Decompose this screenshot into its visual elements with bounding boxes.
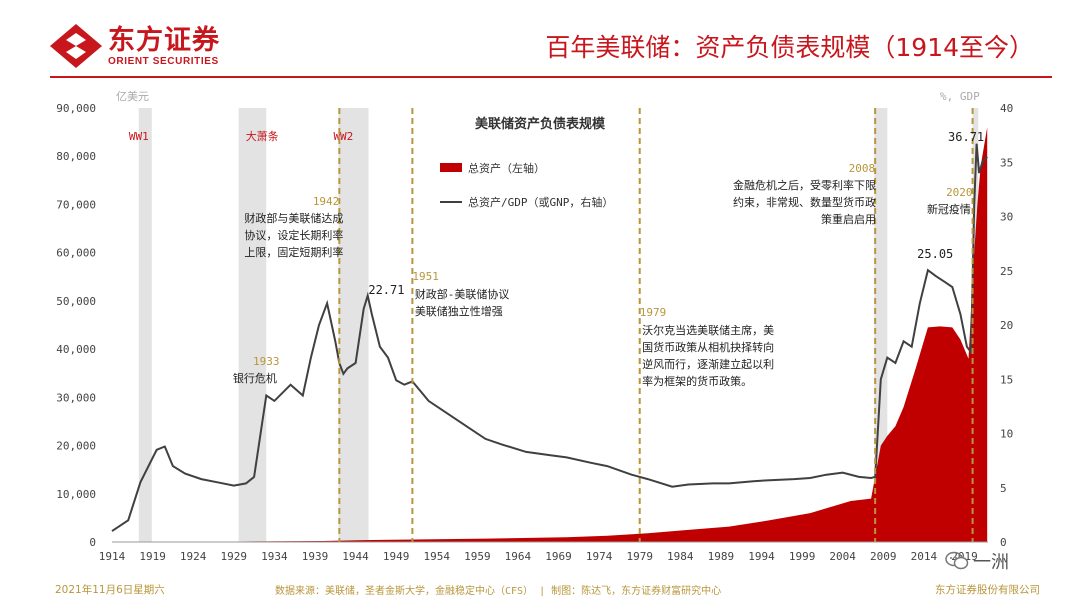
annotation-text-1979-3: 率为框架的货币政策。: [642, 374, 752, 388]
annotation-text-1933-0: 银行危机: [233, 371, 277, 385]
x-tick-label-1: 1919: [139, 550, 166, 563]
watermark-text: 一洲: [973, 552, 1009, 573]
footer-source: 数据来源：美联储，圣者金斯大学，金融稳定中心（CFS） | 制图：陈达飞，东方证…: [275, 586, 722, 597]
left-tick-label-5: 50,000: [56, 295, 96, 308]
legend-swatch-assets: [440, 163, 462, 172]
right-tick-label-7: 35: [1000, 156, 1013, 169]
watermark: 一洲: [945, 548, 1009, 574]
right-tick-label-8: 40: [1000, 102, 1013, 115]
header-divider: [50, 76, 1052, 78]
annotation-text-2020-0: 新冠疫情: [927, 202, 971, 216]
footer-date: 2021年11月6日星期六: [55, 584, 165, 596]
footer-company: 东方证券股份有限公司: [935, 584, 1040, 596]
fed-balance-sheet-chart: WW1 大萧条 WW2 0 10,000 20,000 30,000 40,000 50,000…: [56, 90, 1013, 563]
left-tick-label-8: 80,000: [56, 150, 96, 163]
annotation-text-1942-2: 上限，固定短期利率: [244, 245, 343, 259]
left-axis-unit: 亿美元: [116, 90, 149, 103]
x-tick-label-12: 1974: [586, 550, 613, 563]
annotation-text-1951-1: 美联储独立性增强: [415, 304, 503, 318]
shaded-period-1: [238, 108, 267, 542]
x-tick-label-4: 1934: [261, 550, 288, 563]
right-tick-label-0: 0: [1000, 536, 1007, 549]
annotation-text-1942-0: 财政部与美联储达成: [244, 211, 343, 225]
right-tick-label-5: 25: [1000, 265, 1013, 278]
right-tick-label-4: 20: [1000, 319, 1013, 332]
annotation-text-2008-2: 策重启启用: [821, 212, 876, 226]
left-tick-label-0: 0: [89, 536, 96, 549]
peak-label-0: 22.71: [368, 283, 404, 297]
shaded-period-label-1: 大萧条: [246, 129, 279, 143]
x-tick-label-13: 1979: [626, 550, 653, 563]
x-tick-label-18: 2004: [829, 550, 856, 563]
x-tick-label-8: 1954: [423, 550, 450, 563]
right-tick-label-2: 10: [1000, 428, 1013, 441]
annotation-text-1979-0: 沃尔克当选美联储主席，美: [642, 323, 774, 337]
shaded-period-0: [138, 108, 152, 542]
x-tick-label-14: 1984: [667, 550, 694, 563]
annotation-text-2008-1: 约束，非常规、数量型货币政: [733, 195, 876, 209]
x-tick-label-17: 1999: [789, 550, 816, 563]
right-tick-label-3: 15: [1000, 373, 1013, 386]
x-tick-label-10: 1964: [505, 550, 532, 563]
annotation-text-1951-0: 财政部-美联储协议: [415, 287, 510, 301]
annotation-text-1979-2: 逆风而行，逐渐建立起以利: [642, 357, 774, 371]
x-tick-label-9: 1959: [464, 550, 491, 563]
shaded-period-label-0: WW1: [129, 130, 149, 143]
page-title: 百年美联储：资产负债表规模（1914至今）: [545, 33, 1034, 62]
shaded-period-2: [338, 108, 369, 542]
x-tick-label-6: 1944: [342, 550, 369, 563]
annotation-year-1979: 1979: [640, 306, 667, 319]
left-tick-label-1: 10,000: [56, 488, 96, 501]
x-tick-label-7: 1949: [383, 550, 410, 563]
annotation-year-1951: 1951: [412, 270, 439, 283]
right-axis-unit: %, GDP: [940, 90, 980, 103]
series-total-assets-area: [112, 127, 988, 543]
left-tick-label-2: 20,000: [56, 440, 96, 453]
x-tick-label-5: 1939: [302, 550, 329, 563]
annotation-year-1942: 1942: [313, 195, 340, 208]
shaded-period-label-2: WW2: [333, 130, 353, 143]
right-tick-label-1: 5: [1000, 482, 1007, 495]
annotation-text-1942-1: 协议，设定长期利率: [244, 228, 343, 242]
brand-logo: 东方证券 ORIENT SECURITIES: [50, 24, 220, 68]
wechat-icon: [945, 551, 969, 570]
chart-title: 美联储资产负债表规模: [475, 116, 606, 132]
annotation-year-1933: 1933: [253, 355, 280, 368]
x-tick-label-0: 1914: [99, 550, 126, 563]
peak-label-2: 36.71: [948, 130, 984, 144]
x-tick-label-16: 1994: [748, 550, 775, 563]
legend-label-ratio: 总资产/GDP（或GNP，右轴）: [468, 195, 613, 209]
left-tick-label-3: 30,000: [56, 391, 96, 404]
x-tick-label-2: 1924: [180, 550, 207, 563]
peak-label-1: 25.05: [917, 247, 953, 261]
left-tick-label-9: 90,000: [56, 102, 96, 115]
annotation-year-2008: 2008: [849, 162, 876, 175]
x-tick-label-15: 1989: [708, 550, 735, 563]
annotation-year-2020: 2020: [946, 186, 973, 199]
annotation-text-2008-0: 金融危机之后，受零利率下限: [733, 178, 876, 192]
orient-diamond-logo-icon: [50, 24, 102, 68]
legend-label-assets: 总资产（左轴）: [468, 161, 545, 175]
annotation-text-1979-1: 国货币政策从相机抉择转向: [642, 340, 774, 354]
series-assets-to-gdp-line: [111, 143, 988, 532]
x-tick-label-19: 2009: [870, 550, 897, 563]
left-tick-label-4: 40,000: [56, 343, 96, 356]
x-tick-label-11: 1969: [545, 550, 572, 563]
right-tick-label-6: 30: [1000, 211, 1013, 224]
x-tick-label-20: 2014: [911, 550, 938, 563]
left-tick-label-6: 60,000: [56, 247, 96, 260]
logo-chinese-name: 东方证券: [108, 24, 220, 56]
left-tick-label-7: 70,000: [56, 198, 96, 211]
x-tick-label-3: 1929: [221, 550, 248, 563]
logo-english-name: ORIENT SECURITIES: [108, 55, 219, 67]
